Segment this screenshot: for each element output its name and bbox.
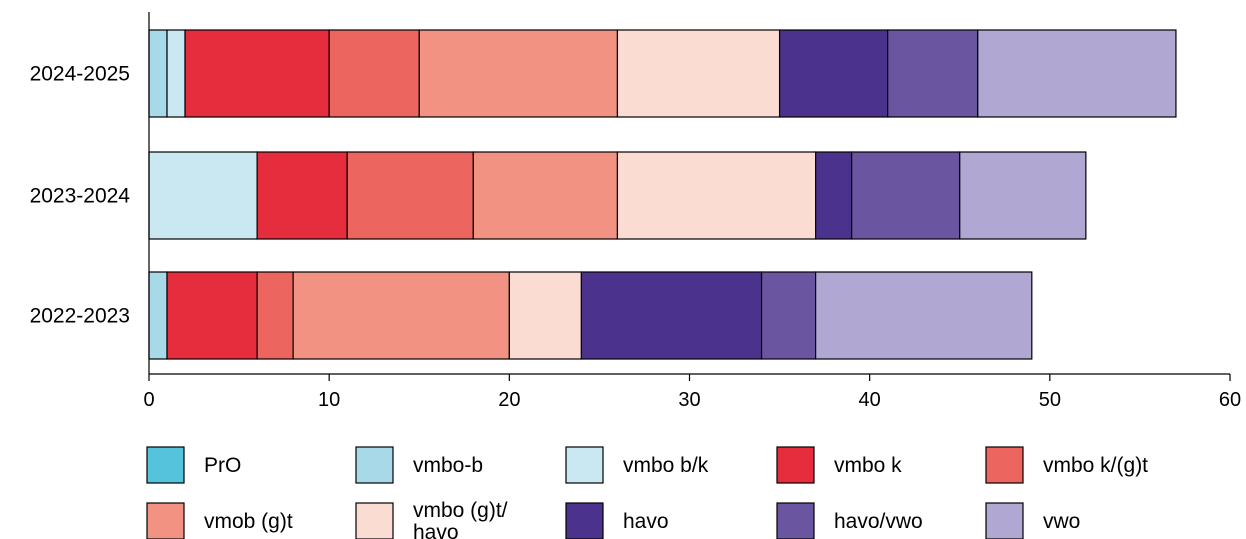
bar-segment-havo-2022-2023 (580, 271, 763, 360)
category-label: 2023-2024 (30, 185, 131, 208)
bar-segment-vmbo-b-k-2023-2024 (148, 151, 258, 240)
legend-item-havo-vwo: havo/vwo (776, 502, 923, 539)
bar-segment-vmbo-b-2022-2023 (148, 271, 168, 360)
legend-swatch (565, 502, 604, 539)
legend-swatch (146, 502, 185, 539)
x-tick-label: 20 (498, 389, 520, 411)
bar-segment-vmbo-g-t-havo-2024-2025 (616, 29, 781, 118)
legend-label: vwo (1043, 510, 1080, 533)
bar-segment-vwo-2022-2023 (815, 271, 1033, 360)
legend-swatch (355, 502, 394, 539)
bar-segment-havo-vwo-2022-2023 (760, 271, 817, 360)
legend-label: vmob (g)t (204, 510, 293, 533)
category-labels: 2024-2025 2023-2024 2022-2023 (30, 63, 131, 328)
bar-segment-vmbo-g-t-havo-2022-2023 (508, 271, 583, 360)
bar-area (148, 29, 1177, 360)
bar-segment-havo-vwo-2024-2025 (887, 29, 979, 118)
legend-label: PrO (204, 454, 241, 477)
bar-segment-havo-2024-2025 (778, 29, 889, 118)
legend-swatch (565, 446, 604, 484)
bar-segment-vwo-2023-2024 (959, 151, 1087, 240)
legend-label: havo (623, 510, 669, 533)
legend-item-vmbo-k-g-t: vmbo k/(g)t (985, 446, 1148, 484)
bar-segment-vmbo-k-g-t-2023-2024 (346, 151, 474, 240)
bar-segment-vmob-g-t-2022-2023 (292, 271, 510, 360)
legend-swatch (146, 446, 185, 484)
bar-segment-vmbo-k-g-t-2024-2025 (328, 29, 420, 118)
bar-segment-vmbo-k-g-t-2022-2023 (256, 271, 294, 360)
bar-segment-vmbo-k-2024-2025 (184, 29, 330, 118)
x-tick-label: 10 (318, 389, 340, 411)
legend-swatch (355, 446, 394, 484)
legend-item-pro: PrO (146, 446, 241, 484)
x-tick-label: 60 (1219, 389, 1241, 411)
legend-item-havo: havo (565, 502, 669, 539)
legend-item-vmbo-b: vmbo-b (355, 446, 483, 484)
x-tick-label: 30 (678, 389, 700, 411)
bar-segment-vmob-g-t-2024-2025 (418, 29, 619, 118)
bar-segment-vmbo-k-2022-2023 (166, 271, 258, 360)
x-tick-label: 0 (143, 389, 154, 411)
legend-swatch (776, 446, 815, 484)
legend-swatch (985, 446, 1024, 484)
bar-segment-havo-2023-2024 (815, 151, 853, 240)
legend-item-vmbo-k: vmbo k (776, 446, 902, 484)
bar-segment-vmbo-b-k-2024-2025 (166, 29, 186, 118)
bar-segment-vwo-2024-2025 (977, 29, 1177, 118)
legend-item-vmob-g-t: vmob (g)t (146, 502, 293, 539)
bar-segment-vmbo-g-t-havo-2023-2024 (616, 151, 817, 240)
legend-label: havo/vwo (834, 510, 923, 533)
x-tick-label: 40 (859, 389, 881, 411)
legend-swatch (776, 502, 815, 539)
category-label: 2022-2023 (30, 305, 130, 328)
legend-label: vmbo k/(g)t (1043, 454, 1148, 477)
x-axis-ticks: 0 10 20 30 40 50 60 (143, 374, 1241, 411)
legend: PrO vmbo-b vmbo b/k vmbo k vmbo k/(g)t vmob (… (146, 446, 1148, 539)
bar-segment-vmbo-b-2024-2025 (148, 29, 168, 118)
legend-label: vmbo k (834, 454, 902, 477)
legend-swatch (985, 502, 1024, 539)
category-label: 2024-2025 (30, 63, 130, 86)
legend-item-vwo: vwo (985, 502, 1080, 539)
legend-label: vmbo b/k (623, 454, 709, 477)
bar-segment-vmbo-k-2023-2024 (256, 151, 348, 240)
legend-label: vmbo (g)t/havo (413, 499, 508, 539)
legend-label: vmbo-b (413, 454, 483, 477)
bar-segment-vmob-g-t-2023-2024 (472, 151, 619, 240)
legend-item-vmbo-g-t-havo: vmbo (g)t/havo (355, 499, 508, 539)
x-tick-label: 50 (1039, 389, 1061, 411)
bar-segment-havo-vwo-2023-2024 (851, 151, 961, 240)
legend-item-vmbo-b-k: vmbo b/k (565, 446, 709, 484)
